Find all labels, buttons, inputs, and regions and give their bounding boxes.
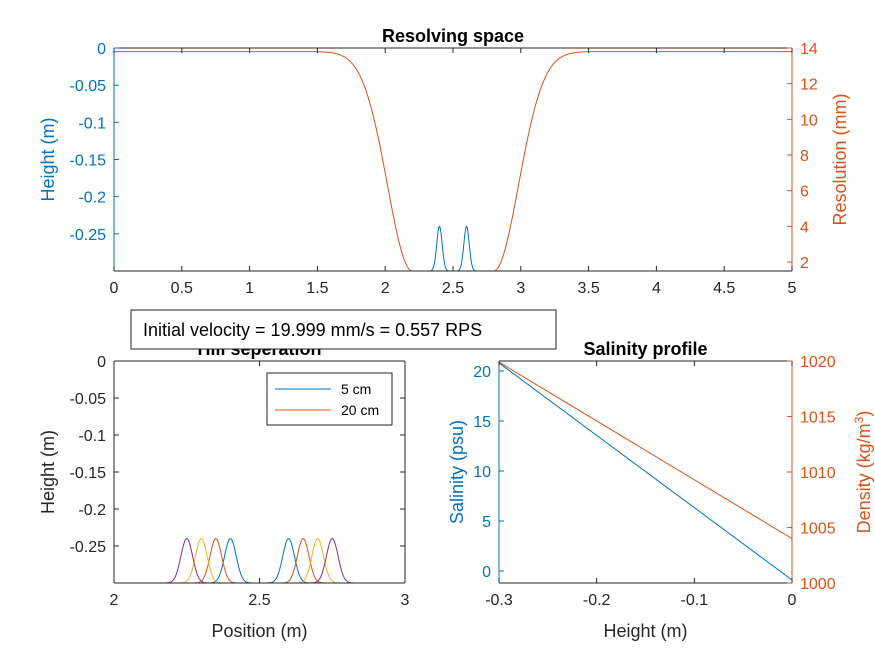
- resolving-y2label-main: Resolution (mm): [830, 93, 850, 225]
- salinity-ytick-label: 15: [473, 414, 491, 431]
- density-line: [499, 361, 792, 540]
- salinity-y2label-end: ): [854, 411, 874, 417]
- resolving-y2tick-label: 14: [800, 41, 818, 58]
- hill-legend: 5 cm 20 cm: [266, 372, 393, 426]
- salinity-y2label-main: Density (kg/m: [854, 423, 874, 533]
- salinity-ylabel: Salinity (psu): [447, 420, 467, 524]
- resolving-xtick-label: 5: [788, 280, 797, 297]
- hill-ytick-label: -0.15: [70, 465, 107, 482]
- resolving-xtick-label: 0: [110, 280, 119, 297]
- salinity-ytick-label: 5: [482, 514, 491, 531]
- resolving-y2tick-label: 10: [800, 112, 818, 129]
- resolving-xtick-label: 3: [516, 280, 525, 297]
- salinity-ytick-label: 10: [473, 464, 491, 481]
- resolving-ytick-label: -0.1: [78, 115, 106, 132]
- resolving-ytick-label: -0.2: [78, 190, 106, 207]
- salinity-y2tick-label: 1010: [800, 465, 836, 482]
- resolving-title: Resolving space: [382, 26, 524, 46]
- resolving-ytick-label: 0: [97, 41, 106, 58]
- salinity-title: Salinity profile: [583, 339, 707, 359]
- salinity-xtick-label: -0.2: [583, 592, 611, 609]
- resolving-y2label: Resolution (mm): [830, 93, 850, 225]
- hill-ytick-label: -0.2: [78, 502, 106, 519]
- legend-box: [266, 372, 393, 426]
- salinity-y2tick-label: 1015: [800, 410, 836, 427]
- hill-ytick-label: -0.1: [78, 428, 106, 445]
- salinity-xtick-label: -0.3: [485, 592, 513, 609]
- hill-ytick-label: 0: [97, 354, 106, 371]
- hill-axes: 22.530-0.05-0.1-0.15-0.2-0.25Hill sepera…: [38, 339, 410, 641]
- resolving-xtick-label: 3.5: [577, 280, 599, 297]
- annotation-box: [130, 309, 557, 350]
- resolving-ytick-label: -0.15: [70, 153, 107, 170]
- salinity-y2label-sup: 3: [852, 416, 866, 423]
- resolving-ytick-label: -0.25: [70, 227, 107, 244]
- hill-ytick-label: -0.05: [70, 391, 107, 408]
- salinity-series-group: [499, 361, 792, 581]
- annotation: Initial velocity = 19.999 mm/s = 0.557 R…: [130, 309, 557, 350]
- salinity-ytick-label: 20: [473, 364, 491, 381]
- hill-ylabel: Height (m): [38, 430, 58, 514]
- resolving-y2tick-label: 2: [800, 255, 809, 272]
- resolving-xtick-label: 4.5: [713, 280, 735, 297]
- hill-ytick-label: -0.25: [70, 539, 107, 556]
- resolving-ytick-label: -0.05: [70, 78, 107, 95]
- hill-xtick-label: 2: [110, 592, 119, 609]
- resolving-xtick-label: 2: [381, 280, 390, 297]
- resolving-plot-area: [114, 48, 792, 271]
- salinity-xtick-label: 0: [788, 592, 797, 609]
- hill-xtick-label: 3: [401, 592, 410, 609]
- resolving-xtick-label: 1: [245, 280, 254, 297]
- salinity-xtick-label: -0.1: [681, 592, 709, 609]
- salinity-y2label: Density (kg/m3): [852, 411, 874, 534]
- resolving-y2tick-label: 4: [800, 219, 809, 236]
- legend-label-2: 20 cm: [341, 402, 379, 418]
- salinity-axes: -0.3 -0.2 -0.1 0051015201000100510101015102…: [447, 339, 874, 641]
- resolving-axes: 0 0.5 1 1.5 2 2.5 3 3.5 4 4.5 5 0 -0.05 -0.1 -0.15 -0.2…: [38, 26, 850, 329]
- resolving-xtick-label: 2.5: [442, 280, 464, 297]
- resolving-xtick-label: 1.5: [306, 280, 328, 297]
- hill-xlabel: Position (m): [211, 621, 307, 641]
- resolving-y2tick-label: 12: [800, 77, 818, 94]
- resolving-y2tick-label: 6: [800, 184, 809, 201]
- legend-label-1: 5 cm: [341, 381, 371, 397]
- salinity-y2tick-label: 1020: [800, 354, 836, 371]
- annotation-text: Initial velocity = 19.999 mm/s = 0.557 R…: [143, 320, 482, 340]
- resolving-ylabel: Height (m): [38, 117, 58, 201]
- resolving-xtick-label: 4: [652, 280, 661, 297]
- salinity-xlabel: Height (m): [603, 621, 687, 641]
- resolution-line: [114, 51, 792, 271]
- resolving-series-group: [114, 51, 792, 271]
- salinity-line: [499, 362, 792, 581]
- salinity-y2tick-label: 1000: [800, 576, 836, 593]
- salinity-y2tick-label: 1005: [800, 521, 836, 538]
- resolving-y2tick-label: 8: [800, 148, 809, 165]
- hill-xtick-label: 2.5: [248, 592, 270, 609]
- resolving-xtick-label: 0.5: [171, 280, 193, 297]
- salinity-ytick-label: 0: [482, 564, 491, 581]
